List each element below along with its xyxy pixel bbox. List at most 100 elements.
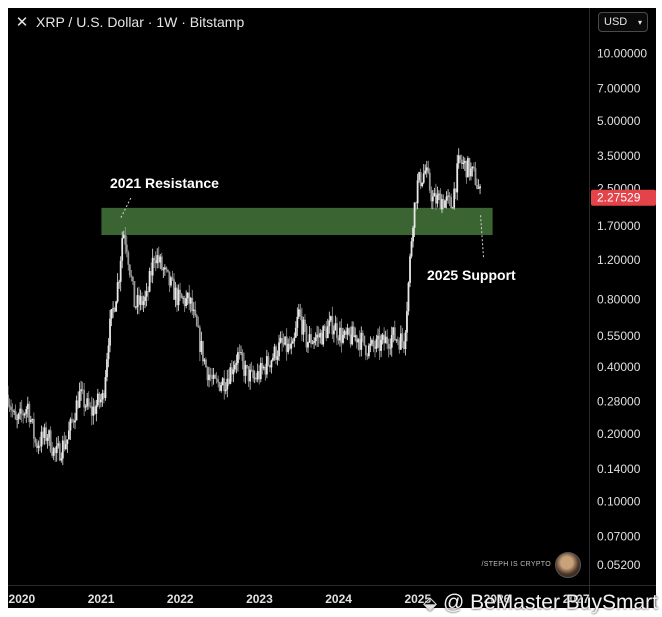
candle-body: [128, 264, 131, 276]
candle-body: [206, 367, 209, 381]
candle-body: [104, 377, 107, 398]
candle-body: [398, 341, 401, 350]
candle-body: [387, 343, 390, 349]
candle-body: [381, 334, 384, 340]
candle-body: [195, 315, 198, 326]
candle-body: [17, 413, 20, 419]
candle-body: [282, 342, 285, 345]
candle-body: [360, 332, 363, 350]
candle-body: [462, 162, 465, 164]
candle-body: [81, 389, 84, 391]
candle-body: [93, 406, 96, 414]
y-tick-label: 1.70000: [597, 219, 641, 233]
candle-body: [95, 405, 98, 414]
candle-body: [355, 335, 358, 343]
candle-body: [419, 172, 422, 187]
candle-body: [383, 334, 386, 344]
candle-body: [319, 332, 322, 338]
site-watermark: ⬙ @ BeMaster BuySmart: [423, 591, 658, 615]
price-chart[interactable]: 2021 Resistance 2025 Support 10.00000 7.000…: [8, 8, 656, 608]
x-tick-label: 2025: [404, 592, 431, 606]
candle-body: [115, 301, 118, 312]
candle-body: [14, 411, 17, 420]
candle-body: [232, 369, 235, 375]
y-tick-label: 3.50000: [597, 149, 641, 163]
candle-body: [314, 337, 317, 342]
candle-body: [297, 309, 300, 317]
support-leader: [480, 215, 485, 259]
candle-body: [127, 252, 130, 265]
candle-body: [160, 256, 163, 270]
candle-body: [68, 430, 70, 440]
candle-body: [409, 256, 411, 283]
candle-body: [69, 419, 72, 431]
candle-body: [109, 318, 111, 346]
chart-frame[interactable]: ✕ XRP / U.S. Dollar · 1W · Bitstamp USD …: [8, 8, 656, 608]
candle-body: [138, 295, 140, 305]
candle-body: [410, 241, 413, 257]
candle-body: [227, 378, 230, 384]
candle-body: [87, 398, 90, 407]
y-tick-label: 0.10000: [597, 495, 641, 509]
candle-body: [28, 403, 31, 423]
candle-body: [434, 193, 437, 204]
candle-body: [171, 277, 174, 280]
candle-body: [223, 378, 226, 392]
candle-body: [349, 334, 352, 345]
candle-body: [428, 172, 431, 191]
candle-body: [170, 277, 172, 286]
candle-body: [366, 355, 369, 357]
candle-body: [374, 346, 376, 349]
candle-body: [42, 431, 44, 438]
candle-body: [275, 346, 277, 360]
candle-body: [430, 190, 433, 202]
candle-body: [173, 279, 175, 300]
candle-body: [51, 451, 54, 456]
x-tick-label: 2020: [9, 592, 36, 606]
symbol-title: XRP / U.S. Dollar · 1W · Bitstamp: [36, 14, 245, 30]
y-tick-label: 0.20000: [597, 427, 641, 441]
candle-body: [151, 257, 154, 276]
candle-body: [241, 352, 244, 361]
candle-body: [209, 374, 212, 378]
candle-body: [218, 382, 221, 391]
logo-icon: ⬙: [423, 592, 437, 613]
candle-body: [278, 342, 280, 357]
candle-body: [74, 420, 76, 423]
candle-body: [290, 343, 293, 349]
candle-body: [177, 289, 180, 306]
candle-body: [259, 363, 262, 380]
candle-body: [371, 340, 373, 344]
candle-body: [226, 378, 229, 390]
candle-body: [328, 320, 331, 327]
candle-body: [285, 336, 288, 352]
candle-body: [403, 341, 405, 350]
close-icon[interactable]: ✕: [15, 14, 29, 31]
candle-body: [214, 374, 216, 379]
candle-body: [141, 296, 143, 306]
candle-body: [433, 193, 436, 197]
last-price-label: 2.27529: [597, 191, 641, 205]
candle-body: [212, 374, 215, 379]
candle-body: [165, 267, 168, 270]
candle-body: [23, 413, 26, 416]
candle-body: [110, 309, 113, 319]
candle-body: [250, 369, 253, 371]
y-tick-label: 5.00000: [597, 114, 641, 128]
candle-body: [116, 282, 119, 302]
candle-body: [337, 337, 340, 341]
candle-body: [43, 427, 46, 438]
currency-selector[interactable]: USD ▾: [598, 12, 648, 32]
candle-body: [153, 257, 156, 261]
candle-body: [412, 227, 414, 242]
candle-body: [377, 335, 379, 339]
candle-body: [396, 339, 399, 342]
candle-body: [331, 316, 334, 335]
y-tick-label: 0.40000: [597, 360, 641, 374]
candle-body: [162, 269, 165, 271]
candle-body: [323, 326, 326, 329]
candle-body: [424, 170, 427, 174]
candle-body: [313, 341, 315, 343]
candle-body: [188, 292, 191, 304]
candle-body: [264, 366, 267, 375]
